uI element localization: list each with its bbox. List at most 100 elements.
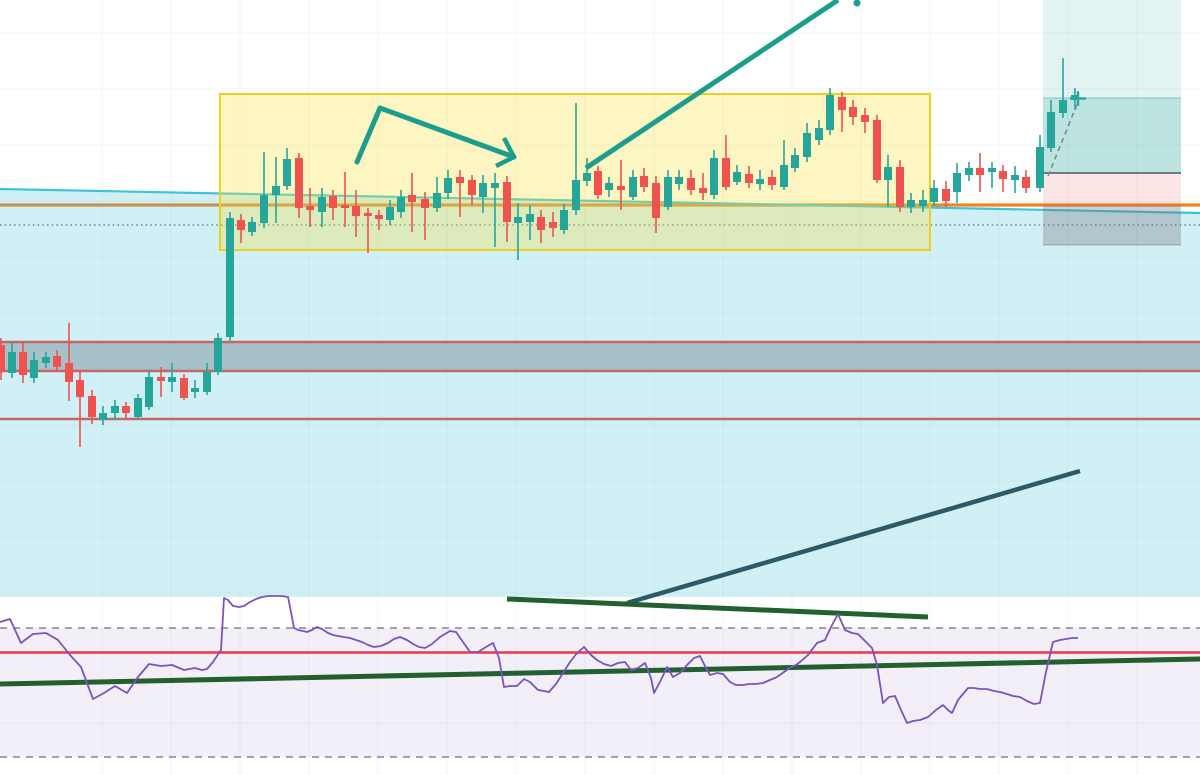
candle-body xyxy=(849,107,857,117)
candle-body xyxy=(594,171,602,195)
yellow-consolidation-box[interactable] xyxy=(219,93,931,251)
navy-trendline[interactable] xyxy=(626,468,1081,606)
candle xyxy=(479,175,487,213)
candle xyxy=(468,175,476,205)
upper-extension-zone[interactable] xyxy=(1043,0,1181,98)
candle-body xyxy=(526,214,534,222)
candle xyxy=(710,150,718,199)
candle xyxy=(42,352,50,368)
candle xyxy=(699,173,707,200)
candle-body xyxy=(1059,100,1067,113)
candle xyxy=(272,157,280,223)
candle xyxy=(526,205,534,240)
candle xyxy=(491,173,499,247)
candle xyxy=(295,153,303,218)
candle-body xyxy=(503,182,511,222)
zigzag-arrow[interactable] xyxy=(354,105,517,169)
candle xyxy=(664,170,672,210)
rsi-panel xyxy=(0,595,1200,758)
long-up-arrow[interactable] xyxy=(584,0,861,171)
candle-body xyxy=(549,222,557,228)
candle xyxy=(408,173,416,232)
candle xyxy=(826,88,834,135)
resistance-band[interactable] xyxy=(0,340,1200,373)
candle-body xyxy=(664,177,672,207)
candle xyxy=(444,170,452,199)
candle-body xyxy=(226,218,234,337)
candle-body xyxy=(283,159,291,186)
candle xyxy=(617,160,625,210)
candle-body xyxy=(468,180,476,195)
zigzag-arrowhead xyxy=(494,154,516,169)
candle-body xyxy=(157,377,165,381)
candle xyxy=(180,374,188,400)
candle xyxy=(19,343,27,383)
cyan-zone-fill xyxy=(0,189,1200,597)
candle xyxy=(583,158,591,186)
candle-body xyxy=(272,186,280,195)
candle-body xyxy=(826,95,834,130)
candle-body xyxy=(237,220,245,230)
candle-body xyxy=(76,380,84,397)
cyan-zone-top-line[interactable] xyxy=(0,187,1200,215)
candle-body xyxy=(0,345,5,372)
candle xyxy=(803,123,811,162)
green-trendline-lower[interactable] xyxy=(0,656,1200,687)
candle xyxy=(329,190,337,220)
rsi-band-fill xyxy=(0,628,1200,757)
long-up-arrow-line[interactable] xyxy=(584,0,840,171)
stop-zone[interactable] xyxy=(1043,173,1181,205)
candle-body xyxy=(919,200,927,206)
candle xyxy=(815,120,823,145)
candle-body xyxy=(583,173,591,181)
candle xyxy=(318,188,326,227)
candle xyxy=(629,170,637,200)
candle xyxy=(306,188,314,227)
candle xyxy=(111,400,119,420)
candle-body xyxy=(861,115,869,122)
candle-body xyxy=(364,213,372,216)
candle xyxy=(549,212,557,237)
candle xyxy=(145,370,153,410)
candle-body xyxy=(318,197,326,212)
candle-body xyxy=(617,186,625,190)
candle xyxy=(65,323,73,401)
candle xyxy=(733,165,741,185)
candle-body xyxy=(375,215,383,219)
candle-body xyxy=(710,158,718,195)
cyan-channel-zone[interactable] xyxy=(0,187,1200,597)
projection-dashed-line[interactable] xyxy=(1047,101,1079,177)
candle xyxy=(456,170,464,217)
candle-body xyxy=(122,406,130,413)
candle-body xyxy=(953,173,961,192)
candle xyxy=(537,210,545,243)
candle xyxy=(237,214,245,243)
candle xyxy=(364,208,372,253)
candle-body xyxy=(560,210,568,230)
candle xyxy=(560,204,568,234)
candle-body xyxy=(988,168,996,172)
lower-gray-zone[interactable] xyxy=(1043,205,1181,245)
candle-body xyxy=(386,207,394,220)
candle-body xyxy=(733,172,741,182)
zigzag-arrow-line[interactable] xyxy=(354,105,517,165)
candle xyxy=(421,192,429,240)
candle xyxy=(572,103,580,215)
candle xyxy=(514,203,522,260)
candle-body xyxy=(838,97,846,110)
candle-body xyxy=(456,177,464,183)
candle xyxy=(976,153,984,192)
candle xyxy=(791,148,799,172)
candle-body xyxy=(329,196,337,208)
arrow-anchor-dot xyxy=(853,0,861,7)
long-position-tool[interactable] xyxy=(1043,0,1181,246)
green-trendline-upper[interactable] xyxy=(506,596,929,620)
candle xyxy=(88,390,96,424)
candle-body xyxy=(815,128,823,140)
candle-body xyxy=(675,177,683,184)
candle xyxy=(930,180,938,206)
